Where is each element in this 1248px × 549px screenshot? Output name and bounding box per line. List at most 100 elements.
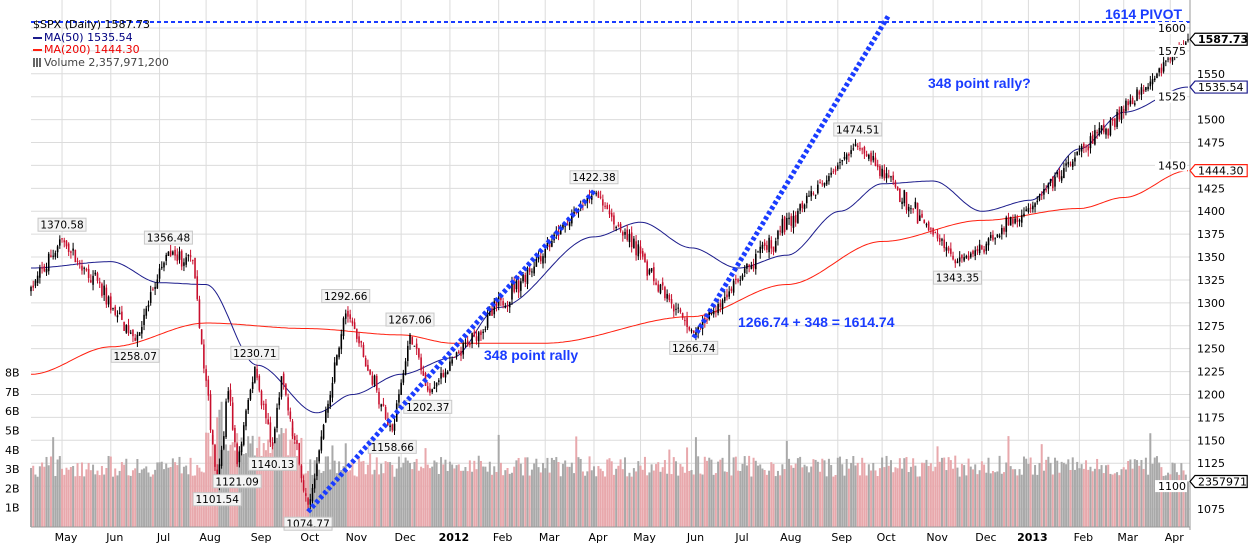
pivot-tag-text: 1121.09 [215,476,258,488]
volume-bar [588,456,591,527]
candle-body [868,154,870,159]
volume-tick-label: 6B [5,405,20,418]
volume-bar [570,462,573,527]
volume-bar [291,427,294,527]
y-tick-label: 1400 [1197,205,1225,218]
volume-bar [872,462,875,527]
candle-body [954,260,957,264]
candle-body [316,463,318,477]
candle-body [1114,118,1116,127]
pivot-tag-box [143,230,193,245]
candle-body [378,391,380,405]
candle-body [54,252,57,257]
candle-body [1165,60,1167,62]
volume-bar [1120,469,1123,527]
candle-body [442,373,445,377]
candle-body [610,212,613,217]
volume-bar [302,473,305,527]
candle-body [143,314,145,325]
candle-body [781,218,784,234]
candle-body [938,237,941,242]
candle-body [457,351,460,354]
candle-body [1083,143,1085,148]
volume-bar [479,460,482,527]
candle-body [821,183,824,185]
candle-body [934,232,937,234]
volume-bar [89,470,92,527]
volume-bar [943,457,946,527]
volume-bar [983,464,986,527]
candle-body [692,330,695,333]
candle-body [289,411,292,419]
x-tick-label: Sep [251,531,272,544]
candle-body [803,204,806,210]
volume-bar [956,467,959,527]
volume-bar [80,462,83,527]
candle-body [482,331,484,334]
candle-body [1060,176,1063,181]
pivot-tag-text: 1356.48 [147,233,190,245]
y-tick-label: 1125 [1197,457,1225,470]
volume-bar [896,468,899,527]
volume-bar [940,457,943,527]
volume-bar [338,461,341,527]
candle-body [726,294,728,298]
volume-bar [1100,465,1103,527]
candle-body [513,283,515,292]
volume-bar [573,473,576,527]
candle-body [446,371,449,375]
volume-bar [1091,471,1094,527]
candle-body [885,173,888,179]
candle-body [41,267,43,269]
volume-bar [976,474,979,527]
volume-bar [451,464,454,527]
candle-body [1018,220,1021,222]
candle-body [646,261,648,276]
candle-body [1065,163,1067,166]
volume-bar [462,470,465,527]
volume-bar [389,462,392,527]
volume-bar [646,475,649,527]
volume-bar [109,456,112,527]
volume-bar [958,476,961,527]
pivot-tag: 1267.06 [385,312,435,327]
candle-body [668,294,671,301]
candle-body [333,362,336,382]
candle-body [590,195,593,200]
candle-body [792,215,795,228]
pivot-tag-box [367,439,417,454]
volume-bar [974,464,977,527]
volume-bar [402,462,405,527]
candle-body [1122,108,1125,113]
volume-bar [876,476,879,527]
volume-bar [284,428,287,527]
volume-bar [269,453,272,527]
volume-bar [424,448,427,527]
volume-bar [377,474,380,527]
candle-body [1027,208,1030,212]
candle-body [515,280,518,290]
volume-bar [442,464,445,527]
candle-body [972,250,974,255]
candle-body [205,369,207,381]
volume-bar [812,459,815,527]
candle-body [313,478,316,489]
pivot-tag: 1158.66 [367,439,417,454]
candle-body [595,193,598,195]
volume-bar [287,455,290,527]
x-tick-label: Jun [105,531,123,544]
volume-bar [360,461,363,527]
candle-body [834,169,837,172]
y-tick-label: 1425 [1197,182,1225,195]
candle-body [45,268,48,273]
candle-body [899,188,901,203]
candle-body [475,336,478,341]
candle-body [901,201,903,205]
candle-body [265,403,267,419]
candle-body [1043,189,1045,195]
candle-body [520,281,522,291]
volume-bar [801,467,804,527]
candle-body [517,280,520,293]
candle-body [730,288,733,291]
volume-bar [1009,466,1012,527]
